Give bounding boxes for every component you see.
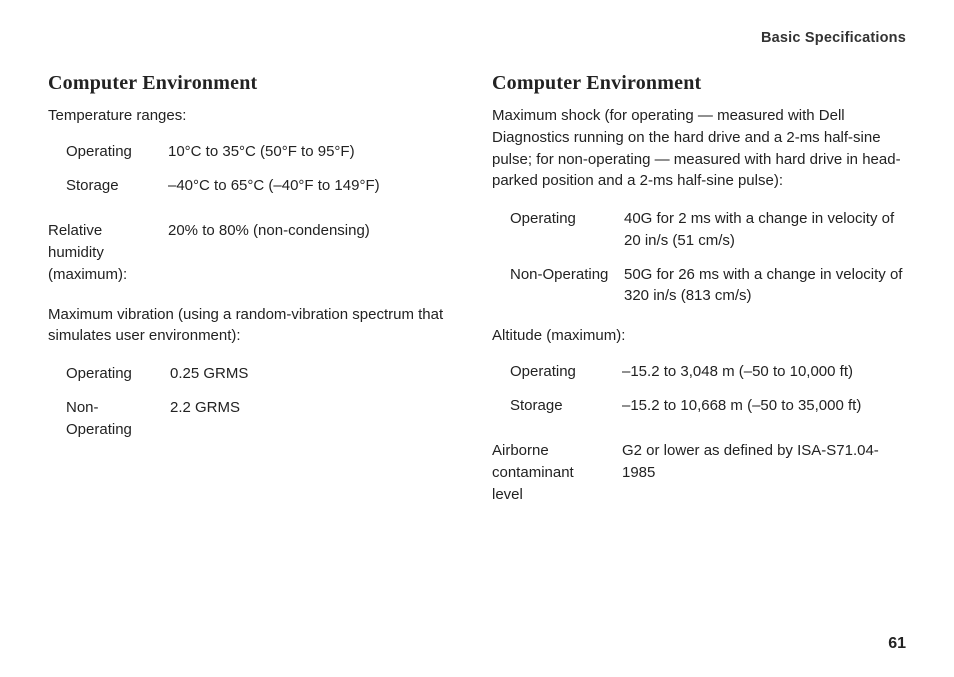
airborne-row: Airborne contaminant level G2 or lower a… xyxy=(492,434,906,511)
spec-value: G2 or lower as defined by ISA-S71.04-198… xyxy=(622,440,906,484)
section-heading-right: Computer Environment xyxy=(492,72,906,95)
section-heading-left: Computer Environment xyxy=(48,72,462,95)
spec-label: Non-Operating xyxy=(48,397,170,441)
table-row: Relative humidity (maximum): 20% to 80% … xyxy=(48,214,462,291)
left-column: Computer Environment Temperature ranges:… xyxy=(48,72,462,524)
spec-value: 0.25 GRMS xyxy=(170,363,462,385)
spec-label: Non-Operating xyxy=(492,264,624,286)
right-column: Computer Environment Maximum shock (for … xyxy=(492,72,906,524)
spec-value: 2.2 GRMS xyxy=(170,397,462,419)
page-number: 61 xyxy=(888,635,906,653)
spec-value: 40G for 2 ms with a change in velocity o… xyxy=(624,208,906,252)
altitude-intro: Altitude (maximum): xyxy=(492,325,906,347)
temperature-intro: Temperature ranges: xyxy=(48,105,462,127)
table-row: Operating 40G for 2 ms with a change in … xyxy=(492,202,906,258)
shock-table: Operating 40G for 2 ms with a change in … xyxy=(492,202,906,313)
vibration-table: Operating 0.25 GRMS Non-Operating 2.2 GR… xyxy=(48,357,462,446)
spec-value: 10°C to 35°C (50°F to 95°F) xyxy=(168,141,462,163)
spec-label: Operating xyxy=(492,208,624,230)
shock-intro: Maximum shock (for operating — measured … xyxy=(492,105,906,192)
table-row: Airborne contaminant level G2 or lower a… xyxy=(492,434,906,511)
spec-label: Operating xyxy=(48,141,168,163)
altitude-table: Operating –15.2 to 3,048 m (–50 to 10,00… xyxy=(492,355,906,423)
spec-label: Relative humidity (maximum): xyxy=(48,220,168,285)
spec-label: Storage xyxy=(48,175,168,197)
columns-container: Computer Environment Temperature ranges:… xyxy=(48,72,906,524)
page-header: Basic Specifications xyxy=(48,30,906,46)
spec-value: –15.2 to 10,668 m (–50 to 35,000 ft) xyxy=(622,395,906,417)
page: Basic Specifications Computer Environmen… xyxy=(0,0,954,554)
vibration-intro: Maximum vibration (using a random-vibrat… xyxy=(48,304,462,348)
table-row: Operating 0.25 GRMS xyxy=(48,357,462,391)
spec-label: Operating xyxy=(48,363,170,385)
table-row: Storage –40°C to 65°C (–40°F to 149°F) xyxy=(48,169,462,203)
spec-value: –15.2 to 3,048 m (–50 to 10,000 ft) xyxy=(622,361,906,383)
spec-label: Operating xyxy=(492,361,622,383)
spec-label: Storage xyxy=(492,395,622,417)
table-row: Storage –15.2 to 10,668 m (–50 to 35,000… xyxy=(492,389,906,423)
spec-value: 20% to 80% (non-condensing) xyxy=(168,220,462,242)
temperature-table: Operating 10°C to 35°C (50°F to 95°F) St… xyxy=(48,135,462,203)
table-row: Non-Operating 2.2 GRMS xyxy=(48,391,462,447)
humidity-row: Relative humidity (maximum): 20% to 80% … xyxy=(48,214,462,291)
table-row: Operating –15.2 to 3,048 m (–50 to 10,00… xyxy=(492,355,906,389)
table-row: Non-Operating 50G for 26 ms with a chang… xyxy=(492,258,906,314)
spec-value: 50G for 26 ms with a change in velocity … xyxy=(624,264,906,308)
table-row: Operating 10°C to 35°C (50°F to 95°F) xyxy=(48,135,462,169)
spec-label: Airborne contaminant level xyxy=(492,440,622,505)
spec-value: –40°C to 65°C (–40°F to 149°F) xyxy=(168,175,462,197)
